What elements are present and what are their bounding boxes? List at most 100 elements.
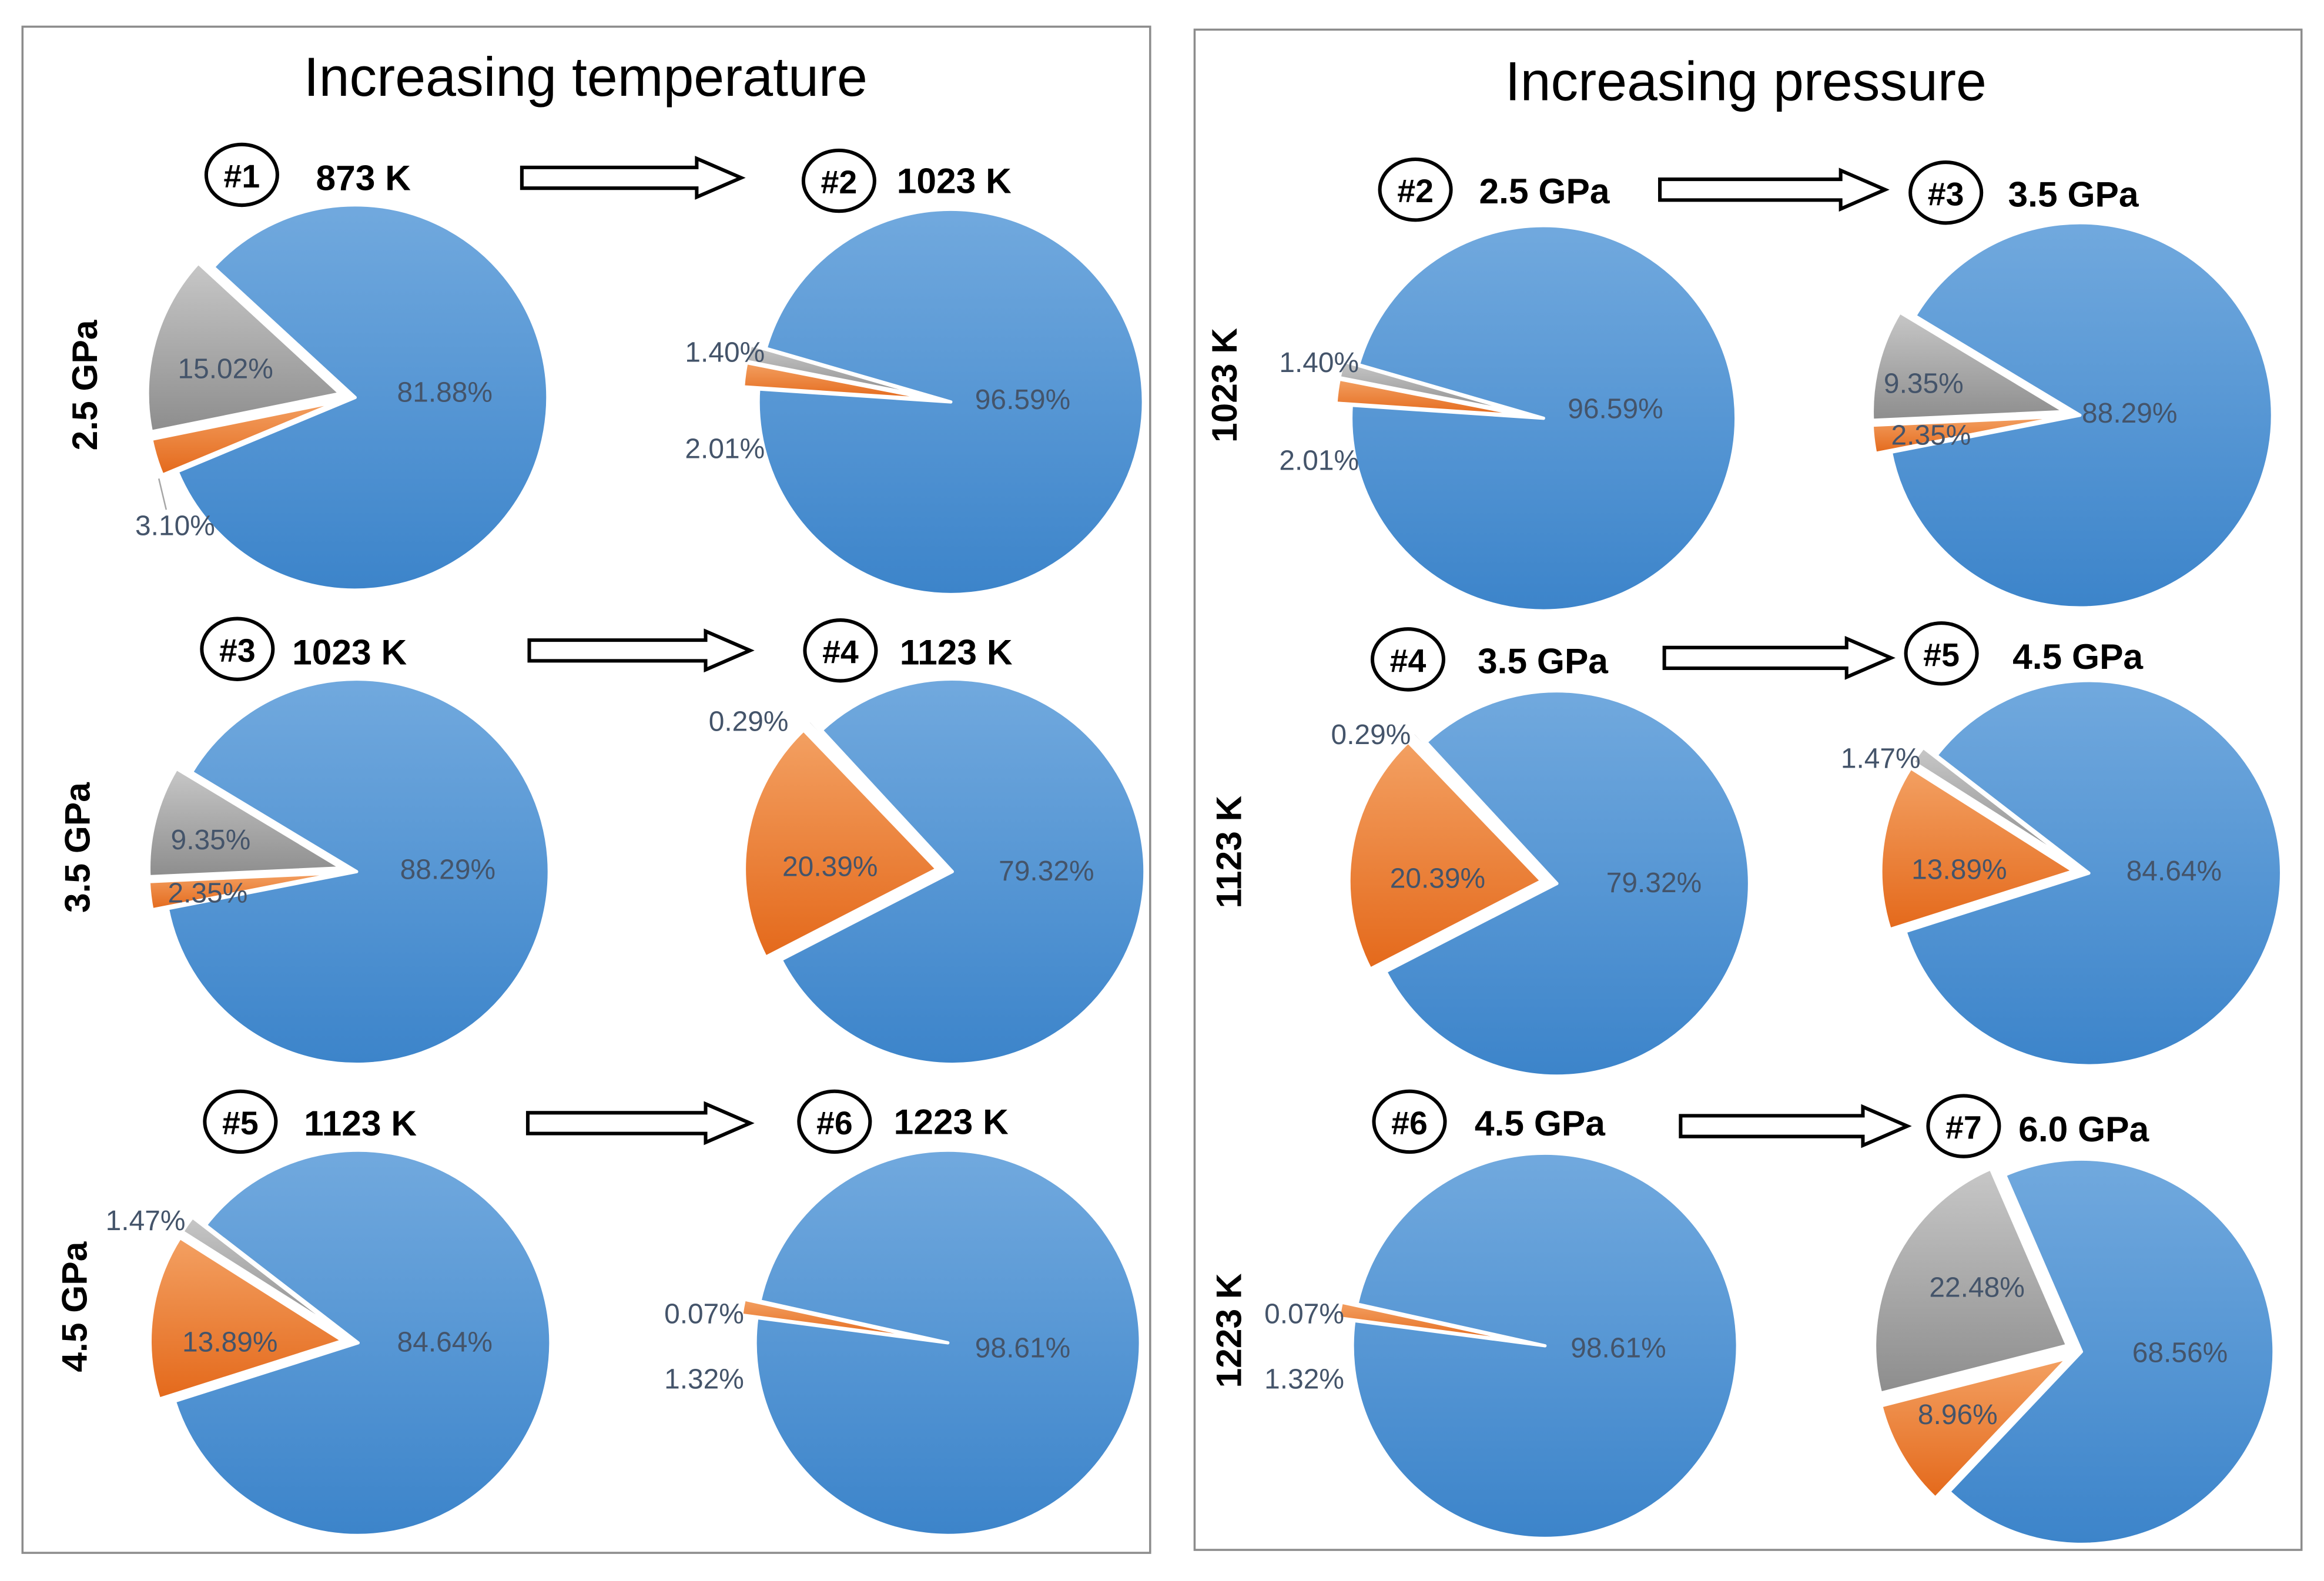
pie-number-circle <box>801 148 876 213</box>
pie-orange-slice <box>1347 740 1543 971</box>
pie-blue-label: 79.32% <box>999 856 1094 887</box>
pie-header: #5 1123 K <box>203 1089 417 1154</box>
pie-gray-slice <box>1410 730 1548 875</box>
pie-number: #5 <box>1923 637 1960 673</box>
pie-blue-slice <box>1903 679 2283 1068</box>
pie-condition: 3.5 GPa <box>2008 174 2139 214</box>
pie-chart: 96.59% 2.01% 1.40% <box>1279 224 1738 613</box>
row-label: 3.5 GPa <box>58 782 98 913</box>
pie-blue-label: 96.59% <box>1568 393 1663 424</box>
pie-orange-slice <box>1870 414 2067 455</box>
pie-blue-label: 84.64% <box>397 1327 493 1358</box>
pie-gray-label: 9.35% <box>1884 368 1964 399</box>
pie-blue-label: 88.29% <box>2082 398 2177 429</box>
pie-orange-label: 13.89% <box>182 1327 277 1358</box>
pie-condition: 3.5 GPa <box>1478 641 1609 681</box>
pie-header: #5 4.5 GPa <box>1904 621 2144 686</box>
pie-number: #4 <box>822 634 859 670</box>
pie-chart: 68.56% 8.96% 22.48% <box>1873 1157 2276 1546</box>
pie-chart: 79.32% 20.39% 0.29% <box>709 677 1147 1066</box>
row-label: 2.5 GPa <box>65 319 105 450</box>
pie-gray-label: 9.35% <box>171 825 251 856</box>
pie-condition: 1123 K <box>304 1103 417 1143</box>
pie-gray-label: 0.29% <box>1331 719 1411 751</box>
pie-gray-slice <box>1870 310 2067 422</box>
pie-number: #2 <box>821 164 858 200</box>
pie-gray-label: 0.07% <box>1264 1299 1344 1330</box>
pie-blue-slice <box>175 203 550 592</box>
pie-number-circle <box>1908 160 1984 225</box>
pie-orange-label: 3.10% <box>135 510 215 541</box>
chart-panel: Increasing temperature 2.5 GPa 3.5 GPa 4.5 … <box>21 25 1151 1554</box>
pie-orange-slice <box>742 728 939 959</box>
pie-blue-label: 98.61% <box>975 1333 1070 1364</box>
pie-blue-label: 88.29% <box>400 854 495 885</box>
pie-gray-slice <box>147 766 343 879</box>
pie-gray-label: 1.47% <box>106 1205 186 1237</box>
pie-number-circle <box>797 1089 872 1154</box>
right-arrow-icon <box>1662 635 1896 680</box>
pie-orange-label: 2.35% <box>1891 420 1971 451</box>
pie-header: #6 1223 K <box>797 1089 1009 1154</box>
panel-title: Increasing pressure <box>1505 51 1987 112</box>
pie-header: #1 873 K <box>204 142 411 207</box>
pie-header: #3 1023 K <box>200 617 407 681</box>
pie-blue-slice <box>754 1148 1143 1538</box>
pie-number-circle <box>1904 621 1979 686</box>
pie-number-circle <box>1372 1089 1447 1154</box>
pie-number: #5 <box>222 1105 259 1141</box>
pie-number: #7 <box>1945 1110 1982 1146</box>
pie-gray-slice <box>806 718 943 863</box>
pie-number: #1 <box>224 158 260 195</box>
pie-chart: 84.64% 13.89% 1.47% <box>106 1148 552 1538</box>
pie-gray-slice <box>742 1296 935 1342</box>
pie-number-circle <box>200 617 275 681</box>
pie-header: #4 3.5 GPa <box>1370 627 1609 692</box>
pie-gray-slice <box>1911 745 2078 867</box>
pie-number-circle <box>1378 157 1453 222</box>
pie-chart: 81.88% 3.10% 15.02% <box>135 203 550 592</box>
right-arrow-icon <box>1658 168 1890 212</box>
chart-panel: Increasing pressure 1023 K 1123 K 1223 K #2 2… <box>1193 28 2303 1551</box>
pie-condition: 2.5 GPa <box>1479 171 1610 211</box>
pie-condition: 1023 K <box>897 161 1012 201</box>
row-label: 1123 K <box>1208 795 1248 908</box>
pie-blue-slice <box>173 1148 552 1538</box>
pie-gray-slice <box>180 1215 347 1337</box>
pie-condition: 1123 K <box>900 632 1013 672</box>
pie-chart: 88.29% 2.35% 9.35% <box>147 677 551 1066</box>
pie-condition: 6.0 GPa <box>2018 1109 2149 1149</box>
pie-blue-label: 81.88% <box>397 377 493 408</box>
pie-gray-label: 1.40% <box>685 337 765 369</box>
pie-blue-slice <box>1384 689 1752 1078</box>
pie-header: #6 4.5 GPa <box>1372 1089 1606 1154</box>
pie-number: #3 <box>219 632 256 669</box>
pie-header: #2 2.5 GPa <box>1378 157 1610 222</box>
pie-blue-slice <box>1351 1151 1740 1540</box>
pie-blue-label: 96.59% <box>975 384 1070 416</box>
right-arrow-icon <box>525 1101 755 1145</box>
row-label: 4.5 GPa <box>55 1241 95 1372</box>
pie-blue-slice <box>756 207 1146 597</box>
pie-orange-slice <box>1879 766 2075 932</box>
pie-gray-slice <box>146 261 342 434</box>
pie-condition: 1223 K <box>894 1101 1009 1141</box>
pie-blue-slice <box>779 677 1147 1066</box>
pie-gray-label: 0.07% <box>664 1299 744 1330</box>
pie-orange-slice <box>148 1236 344 1401</box>
pie-header: #2 1023 K <box>801 148 1012 213</box>
pie-gray-label: 0.29% <box>709 706 789 737</box>
pie-blue-slice <box>1947 1157 2276 1546</box>
pie-number-circle <box>1926 1094 2001 1158</box>
pie-chart: 98.61% 1.32% 0.07% <box>1264 1151 1740 1540</box>
pie-gray-slice <box>745 343 937 400</box>
pie-blue-label: 68.56% <box>2132 1337 2228 1368</box>
pie-header: #3 3.5 GPa <box>1908 160 2139 225</box>
pie-gray-slice <box>1873 1167 2069 1395</box>
row-label: 1223 K <box>1208 1273 1248 1388</box>
pie-orange-slice <box>1879 1356 2070 1500</box>
pie-gray-label: 1.47% <box>1841 743 1921 774</box>
pie-gray-label: 22.48% <box>1929 1272 2024 1303</box>
pie-orange-label: 13.89% <box>1911 854 2007 885</box>
row-label: 1023 K <box>1204 328 1244 443</box>
